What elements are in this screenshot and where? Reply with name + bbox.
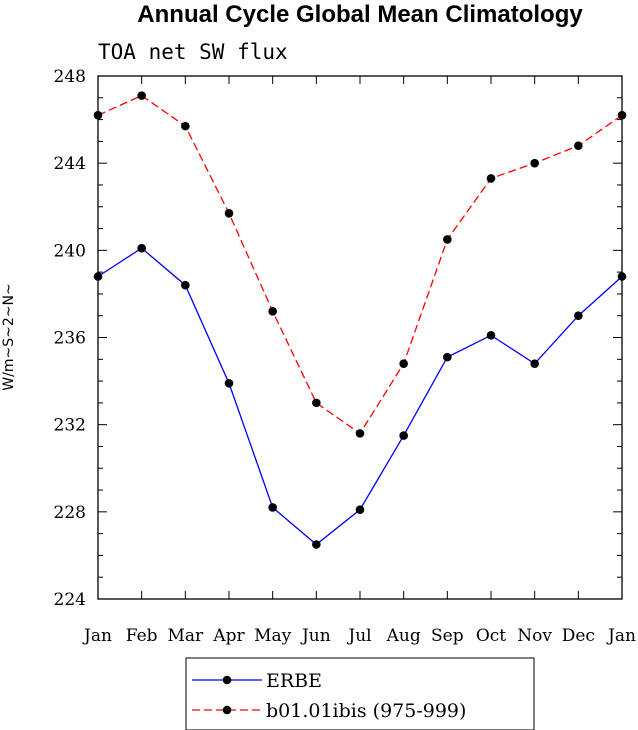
y-tick-label: 232 [54, 416, 86, 436]
data-point [399, 431, 408, 440]
data-point [355, 505, 365, 514]
data-point [399, 359, 408, 368]
legend-marker [222, 675, 232, 685]
data-point [312, 398, 321, 408]
plot-border [97, 75, 623, 600]
x-tick-label: Jul [346, 626, 371, 646]
legend-marker [222, 705, 232, 715]
legend-label: b01.01ibis (975-999) [266, 700, 466, 722]
x-tick-label: Dec [562, 626, 595, 646]
data-point [137, 243, 146, 253]
data-point [443, 235, 452, 244]
data-point [224, 378, 234, 388]
x-tick-label: Nov [517, 626, 552, 646]
series-group [93, 91, 627, 549]
legend-box [185, 657, 535, 730]
data-point [312, 540, 321, 549]
data-point [181, 280, 190, 290]
data-point [93, 272, 103, 281]
data-point [617, 272, 627, 281]
x-axis: Jan Feb Mar Apr May Jun Jul Aug Sep Oct Nov Dec Jan [82, 76, 636, 646]
data-point [224, 208, 234, 218]
data-point [617, 110, 627, 120]
x-tick-label: Feb [126, 626, 158, 646]
y-tick-label: 236 [54, 329, 86, 349]
y-tick-label: 240 [54, 241, 86, 261]
y-tick-label: 248 [54, 67, 86, 87]
series-line [97, 94, 623, 435]
data-point [268, 503, 277, 512]
x-tick-label: Jan [82, 626, 112, 646]
plot-area [97, 75, 623, 600]
x-tick-label: Aug [386, 626, 421, 646]
data-point [268, 307, 277, 316]
data-point [574, 141, 583, 151]
data-point [486, 174, 496, 183]
data-point [574, 311, 583, 321]
data-point [93, 110, 103, 120]
x-tick-label: Jan [606, 626, 636, 646]
y-tick-label: 228 [54, 503, 86, 523]
x-tick-label: Oct [476, 626, 506, 646]
x-tick-label: Apr [212, 626, 245, 646]
data-point [530, 158, 539, 168]
data-point [443, 352, 452, 362]
data-point [355, 429, 365, 438]
x-tick-label: May [254, 626, 292, 646]
legend: ERBE b01.01ibis (975-999) [185, 657, 535, 730]
series-line [97, 247, 623, 546]
y-axis: 224 228 232 236 240 244 248 [54, 67, 622, 610]
x-tick-label: Sep [431, 626, 464, 646]
legend-label: ERBE [266, 670, 322, 692]
x-tick-label: Mar [167, 626, 204, 646]
y-axis-label: W/m~S~2~N~ [1, 283, 17, 390]
data-point [486, 331, 496, 340]
x-tick-label: Jun [300, 626, 331, 646]
data-point [137, 91, 146, 100]
chart-subtitle: TOA net SW flux [98, 40, 288, 64]
y-tick-label: 224 [54, 590, 86, 610]
data-point [181, 121, 190, 131]
chart-title: Annual Cycle Global Mean Climatology [137, 1, 583, 28]
data-point [530, 359, 539, 368]
y-tick-label: 244 [54, 154, 86, 174]
